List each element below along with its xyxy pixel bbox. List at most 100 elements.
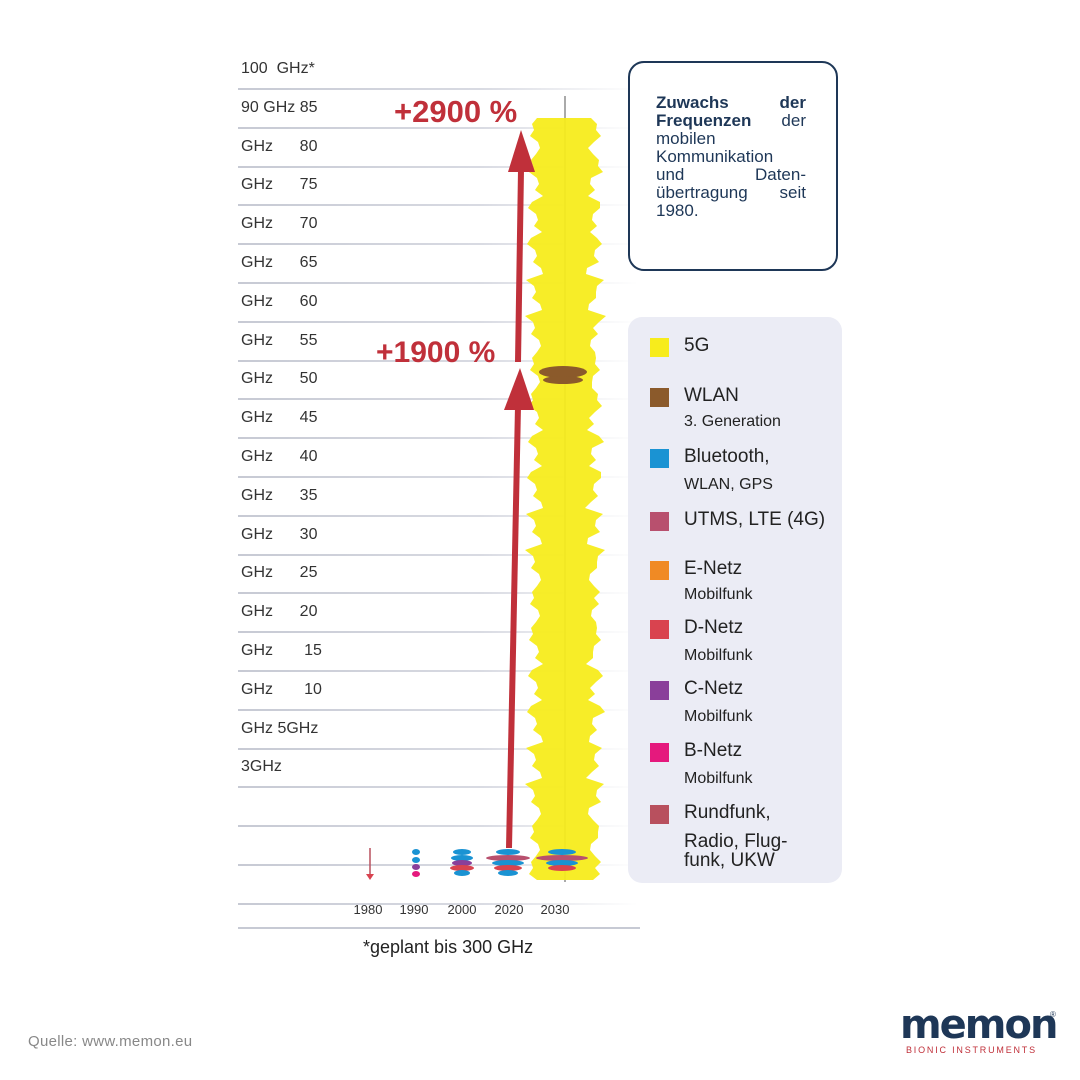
x-tick-label: 1990 (399, 902, 429, 917)
y-tick-label: GHz 35 (241, 486, 318, 504)
y-tick-label: 90 GHz 85 (241, 98, 318, 116)
legend-sublabel: 3. Generation (684, 413, 781, 430)
legend-label: C-Netz (684, 678, 744, 699)
grid-line (238, 514, 638, 517)
legend-swatch (650, 512, 669, 531)
legend-sublabel: Mobilfunk (684, 586, 753, 603)
legend-sublabel: Mobilfunk (684, 770, 753, 787)
logo-reg: ® (1050, 1010, 1056, 1019)
bar-2030-5g (525, 118, 606, 880)
x-tick-label: 1980 (353, 902, 383, 917)
memon-logo: memon ® BIONIC INSTRUMENTS (900, 1002, 1060, 1058)
legend-label: Rundfunk, (684, 802, 771, 823)
bar-2000-segment (450, 865, 474, 871)
bar-2030-segment (546, 860, 578, 866)
marker-1980 (366, 874, 374, 880)
y-tick-label: GHz 45 (241, 409, 318, 427)
legend-swatch (650, 561, 669, 580)
y-tick-label: GHz 65 (241, 254, 318, 271)
grid-line (238, 282, 638, 284)
bar-2020-segment (486, 855, 530, 861)
annotation-2900: +2900 % (394, 94, 518, 129)
bar-2020-segment (494, 865, 522, 871)
info-rest: der mobilen Kommunikation und Daten- übe… (656, 111, 806, 220)
y-tick-label: GHz 60 (241, 292, 318, 310)
legend: 5G WLAN 3. Generation Bluetooth, WLAN, GPS UT… (628, 317, 842, 883)
bar-2000-segment (452, 860, 472, 866)
bar-1990-segment (412, 864, 420, 870)
legend-label: B-Netz (684, 740, 743, 761)
legend-sublabel: Mobilfunk (684, 647, 753, 664)
bar-2020-segment (498, 870, 518, 876)
bar-2020-segment (492, 860, 524, 866)
legend-swatch (650, 449, 669, 468)
growth-arrowhead-lower (504, 368, 534, 410)
source-text: Quelle: www.memon.eu (28, 1033, 193, 1050)
y-tick-label: GHz 25 (241, 564, 318, 582)
logo-word: memon (900, 1002, 1058, 1048)
info-box: Zuwachs der Frequenzen der mobilen Kommu… (628, 61, 838, 271)
y-tick-label: GHz 55 (241, 331, 318, 349)
bar-2000-segment (451, 855, 473, 861)
grid-line (238, 592, 638, 595)
grid-line (238, 476, 638, 478)
grid-line (238, 864, 638, 866)
grid-line (238, 165, 638, 168)
bar-2030-segment (536, 855, 588, 861)
grid-line (238, 398, 638, 401)
bar-2030-segment (548, 849, 576, 855)
y-tick-label: GHz 40 (241, 448, 318, 465)
legend-label: 5G (684, 335, 710, 356)
bar-2020-segment (496, 849, 520, 855)
grid-line (238, 670, 638, 672)
legend-sublabel: Radio, Flug- funk, UKW (684, 831, 788, 871)
y-tick-label: GHz 30 (241, 525, 318, 543)
bar-1990-segment (412, 857, 420, 863)
info-bold: Zuwachs der Frequenzen (656, 93, 806, 130)
grid-line (238, 708, 638, 711)
grid-line (238, 747, 638, 750)
bar-2000-segment (454, 870, 470, 876)
grid-line (238, 825, 638, 828)
grid-line (238, 631, 638, 634)
y-tick-label: GHz 20 (241, 603, 318, 621)
grid-line (238, 359, 638, 362)
grid-line (238, 243, 638, 246)
bar-2030-wlan (539, 366, 587, 378)
legend-swatch (650, 338, 669, 357)
legend-swatch (650, 388, 669, 407)
grid-line (238, 126, 638, 129)
grid-line (238, 88, 638, 90)
annotation-1900: +1900 % (376, 336, 496, 369)
y-tick-label: GHz 80 (241, 137, 318, 155)
legend-label: Bluetooth, (684, 446, 770, 467)
grid-line (238, 902, 638, 905)
y-tick-label: GHz 75 (241, 176, 318, 194)
grid-line (238, 204, 638, 207)
grid-line (238, 553, 638, 556)
growth-arrow-upper (515, 169, 524, 363)
grid-line (238, 320, 638, 323)
grid-line (238, 437, 638, 440)
legend-label: D-Netz (684, 617, 744, 638)
bar-2000-segment (453, 849, 471, 855)
bar-2030-segment (548, 865, 576, 871)
legend-swatch (650, 805, 669, 824)
legend-swatch (650, 743, 669, 762)
legend-swatch (650, 681, 669, 700)
bar-2030-wlan (543, 376, 583, 384)
bar-1990-segment (412, 871, 420, 877)
legend-label: WLAN (684, 385, 739, 406)
info-text: Zuwachs der Frequenzen der mobilen Kommu… (656, 94, 806, 220)
y-tick-label: GHz 5GHz (241, 719, 319, 737)
y-tick-label: GHz 70 (241, 215, 318, 233)
x-tick-label: 2000 (447, 902, 477, 917)
bar-1990-segment (412, 849, 420, 855)
legend-swatch (650, 620, 669, 639)
logo-subtitle: BIONIC INSTRUMENTS (906, 1045, 1037, 1055)
grid-line (238, 786, 638, 789)
growth-arrowhead-upper (508, 130, 535, 172)
growth-arrow-lower (506, 405, 521, 849)
legend-sublabel: Mobilfunk (684, 708, 753, 725)
